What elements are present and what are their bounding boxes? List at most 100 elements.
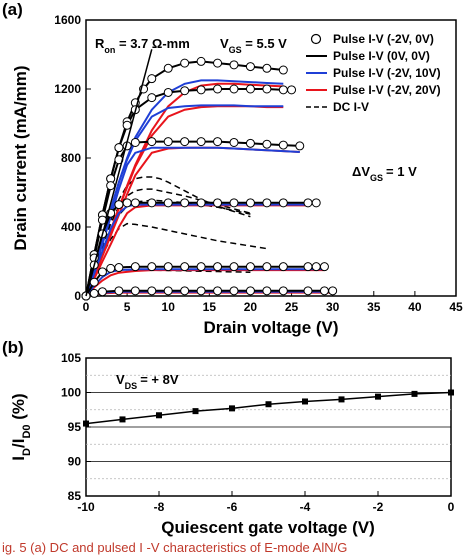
data-point-circle [163, 286, 173, 296]
data-point-circle [262, 139, 272, 149]
x-tick-label-a: 35 [367, 300, 381, 314]
panel-b: (b) -10 -8 -6 -4 -2 0 85 90 95 100 105 VDS = + 8V Q… [2, 338, 455, 537]
data-point-circle [147, 286, 157, 296]
data-point-circle [278, 140, 288, 150]
y-tick-label-a: 1600 [54, 13, 81, 27]
vgs-annotation: VGS = 5.5 V [220, 36, 287, 55]
data-point-square [156, 412, 162, 419]
y-tick-label-b: 90 [68, 455, 82, 469]
data-point-circle [147, 198, 157, 208]
data-point-circle [130, 198, 140, 208]
data-point-circle [180, 198, 190, 208]
vds-annotation: VDS = + 8V [116, 372, 179, 391]
data-point-circle [213, 286, 223, 296]
data-point-square [192, 408, 199, 415]
panel-b-label: (b) [2, 338, 24, 357]
x-tick-label-b: 0 [448, 500, 455, 514]
data-point-circle [262, 198, 272, 208]
series-line-4-curve-4 [85, 204, 308, 297]
data-point-square [265, 401, 272, 408]
y-tick-label-b: 100 [61, 386, 81, 400]
x-tick-label-a: 15 [203, 300, 217, 314]
y-tick-label-b: 95 [68, 420, 82, 434]
data-point-square [302, 398, 308, 405]
x-tick-label-a: 20 [244, 300, 258, 314]
data-point-circle [180, 137, 190, 147]
data-point-circle [180, 58, 190, 68]
data-point-circle [114, 286, 124, 296]
series-line-5-curve-4 [85, 222, 268, 297]
data-point-circle [229, 60, 239, 70]
data-point-circle [180, 262, 190, 272]
data-point-circle [130, 262, 140, 272]
data-point-circle [229, 137, 239, 147]
gridlines-b [86, 374, 451, 480]
data-point-circle [97, 287, 107, 297]
data-point-circle [311, 262, 321, 272]
data-point-circle [163, 198, 173, 208]
data-point-circle [287, 85, 297, 95]
series-group-a [81, 49, 338, 301]
y-tick-label-a: 0 [74, 289, 81, 303]
data-point-circle [196, 262, 206, 272]
data-point-circle [163, 87, 173, 97]
data-point-circle [89, 277, 99, 287]
series-line-2-curve-1 [85, 60, 284, 297]
x-tick-label-b: -4 [300, 500, 311, 514]
axis-ticks-b: -10 -8 -6 -4 -2 0 85 90 95 100 105 [61, 351, 455, 514]
data-point-circle [213, 58, 223, 68]
x-tick-label-a: 0 [83, 300, 90, 314]
data-point-circle [278, 198, 288, 208]
data-point-circle [311, 198, 321, 208]
data-point-square [375, 393, 381, 400]
data-point-circle [213, 262, 223, 272]
data-point-circle [180, 286, 190, 296]
data-point-circle [147, 93, 157, 103]
data-point-circle [97, 267, 107, 277]
delta-vgs-annotation: ΔVGS = 1 V [352, 164, 417, 183]
data-point-circle [147, 74, 157, 84]
data-point-circle [213, 84, 223, 94]
data-point-circle [196, 85, 206, 95]
data-point-square [338, 396, 345, 403]
x-axis-title-b: Quiescent gate voltage (V) [161, 518, 375, 537]
data-point-circle [114, 200, 124, 210]
data-point-circle [319, 262, 329, 272]
data-point-square [229, 405, 235, 412]
ron-annotation: Ron = 3.7 Ω-mm [95, 36, 190, 55]
x-tick-label-a: 5 [124, 300, 131, 314]
y-tick-label-a: 800 [61, 151, 81, 165]
legend-label-2: Pulse I-V (0V, 0V) [333, 49, 430, 63]
y-axis-title-b: ID/ID0 (%) [9, 393, 33, 460]
data-point-circle [196, 286, 206, 296]
data-point-circle [262, 84, 272, 94]
data-point-circle [122, 198, 132, 208]
data-point-circle [278, 65, 288, 75]
x-tick-label-b: -10 [77, 500, 95, 514]
legend-label-1: Pulse I-V (-2V, 0V) [333, 32, 434, 46]
x-tick-label-a: 30 [326, 300, 340, 314]
figure-caption: ig. 5 (a) DC and pulsed I -V characteris… [2, 540, 347, 555]
data-point-circle [303, 286, 313, 296]
data-point-circle [114, 263, 124, 273]
data-point-circle [163, 262, 173, 272]
data-point-circle [278, 262, 288, 272]
data-point-circle [122, 120, 132, 130]
data-point-circle [245, 62, 255, 72]
data-point-circle [130, 137, 140, 147]
data-point-circle [262, 262, 272, 272]
legend-marker-circles [310, 33, 322, 45]
legend-label-5: DC I-V [333, 100, 369, 114]
data-point-circle [89, 288, 99, 298]
data-point-circle [130, 286, 140, 296]
data-point-circle [163, 63, 173, 73]
y-axis-title-a: Drain current (mA/mm) [11, 65, 30, 250]
data-point-circle [196, 198, 206, 208]
data-point-circle [229, 198, 239, 208]
y-tick-label-b: 85 [68, 489, 82, 503]
legend-label-3: Pulse I-V (-2V, 10V) [333, 66, 441, 80]
data-point-circle [319, 286, 329, 296]
data-point-circle [262, 286, 272, 296]
data-point-circle [245, 84, 255, 94]
data-point-circle [163, 137, 173, 147]
